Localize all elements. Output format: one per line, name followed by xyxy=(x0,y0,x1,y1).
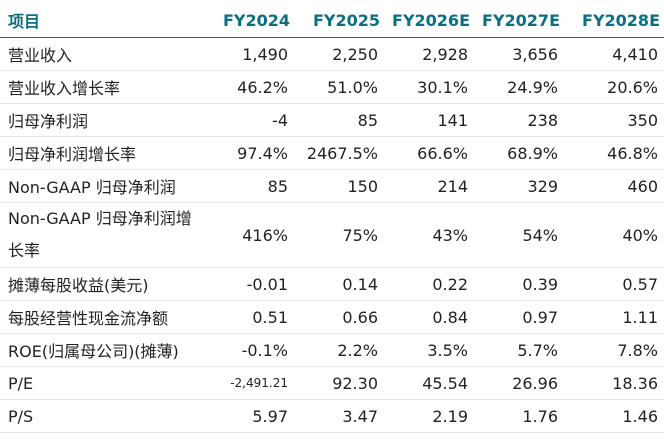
table-row: Non-GAAP 归母净利润 85 150 214 329 460 xyxy=(0,169,664,203)
cell-value: 2,928 xyxy=(422,44,468,64)
cell-value: -2,491.21 xyxy=(230,376,288,390)
row-label: P/E xyxy=(8,373,34,393)
cell-value: -0.01 xyxy=(246,274,288,294)
cell-value: 2,250 xyxy=(332,44,378,64)
cell-value: 0.51 xyxy=(252,307,288,327)
cell-value: 46.2% xyxy=(237,77,288,97)
cell-value: 3,656 xyxy=(512,44,558,64)
cell-value: 92.30 xyxy=(332,373,378,393)
cell-value: 329 xyxy=(527,176,558,196)
cell-value: 40% xyxy=(622,225,658,245)
cell-value: 1.46 xyxy=(622,406,658,426)
header-row: 项目 FY2024 FY2025 FY2026E FY2027E FY2028E xyxy=(0,3,664,38)
cell-value: 5.97 xyxy=(252,406,288,426)
cell-value: 97.4% xyxy=(237,143,288,163)
cell-value: 45.54 xyxy=(422,373,468,393)
header-fy2027e: FY2027E xyxy=(474,3,564,38)
header-fy2024: FY2024 xyxy=(204,3,294,38)
cell-value: 0.57 xyxy=(622,274,658,294)
header-fy2028e: FY2028E xyxy=(564,3,664,38)
cell-value: 85 xyxy=(267,176,288,196)
table-row: ROE(归属母公司)(摊薄) -0.1% 2.2% 3.5% 5.7% 7.8% xyxy=(0,333,664,367)
cell-value: 460 xyxy=(627,176,658,196)
cell-value: 0.97 xyxy=(522,307,558,327)
cell-value: 1.11 xyxy=(622,307,658,327)
table-row: 归母净利润增长率 97.4% 2467.5% 66.6% 68.9% 46.8% xyxy=(0,136,664,170)
header-fy2025: FY2025 xyxy=(294,3,384,38)
row-label: 摊薄每股收益(美元) xyxy=(8,276,149,295)
cell-value: 24.9% xyxy=(507,77,558,97)
cell-value: 54% xyxy=(522,225,558,245)
cell-value: 30.1% xyxy=(417,77,468,97)
cell-value: 20.6% xyxy=(607,77,658,97)
cell-value: 0.66 xyxy=(342,307,378,327)
table-row: Non-GAAP 归母净利润增长率 416% 75% 43% 54% 40% xyxy=(0,202,664,268)
header-item: 项目 xyxy=(0,3,204,38)
cell-value: 4,410 xyxy=(612,44,658,64)
cell-value: 2467.5% xyxy=(306,143,378,163)
table-row: P/E -2,491.21 92.30 45.54 26.96 18.36 xyxy=(0,366,664,400)
cell-value: 238 xyxy=(527,110,558,130)
cell-value: 150 xyxy=(347,176,378,196)
cell-value: 0.14 xyxy=(342,274,378,294)
row-label: 归母净利润增长率 xyxy=(8,145,137,164)
cell-value: 214 xyxy=(437,176,468,196)
row-label: 营业收入 xyxy=(8,46,73,65)
cell-value: 3.47 xyxy=(342,406,378,426)
cell-value: 0.39 xyxy=(522,274,558,294)
cell-value: 416% xyxy=(242,225,288,245)
cell-value: 43% xyxy=(432,225,468,245)
cell-value: 3.5% xyxy=(427,340,468,360)
row-label: P/S xyxy=(8,406,34,426)
cell-value: 1,490 xyxy=(242,44,288,64)
financial-forecast-table: 项目 FY2024 FY2025 FY2026E FY2027E FY2028E… xyxy=(0,3,664,433)
cell-value: -4 xyxy=(272,110,288,130)
cell-value: 75% xyxy=(342,225,378,245)
cell-value: 51.0% xyxy=(327,77,378,97)
cell-value: 66.6% xyxy=(417,143,468,163)
table-row: 归母净利润 -4 85 141 238 350 xyxy=(0,103,664,137)
table-row: P/S 5.97 3.47 2.19 1.76 1.46 xyxy=(0,399,664,433)
cell-value: 0.22 xyxy=(432,274,468,294)
cell-value: 0.84 xyxy=(432,307,468,327)
row-label: Non-GAAP 归母净利润 xyxy=(8,178,176,197)
cell-value: 2.19 xyxy=(432,406,468,426)
cell-value: 2.2% xyxy=(337,340,378,360)
cell-value: 26.96 xyxy=(512,373,558,393)
cell-value: 1.76 xyxy=(522,406,558,426)
table-row: 每股经营性现金流净额 0.51 0.66 0.84 0.97 1.11 xyxy=(0,300,664,334)
table-row: 营业收入增长率 46.2% 51.0% 30.1% 24.9% 20.6% xyxy=(0,70,664,104)
cell-value: 141 xyxy=(437,110,468,130)
header-fy2026e: FY2026E xyxy=(384,3,474,38)
cell-value: 7.8% xyxy=(617,340,658,360)
table-row: 摊薄每股收益(美元) -0.01 0.14 0.22 0.39 0.57 xyxy=(0,267,664,301)
cell-value: 350 xyxy=(627,110,658,130)
cell-value: 5.7% xyxy=(517,340,558,360)
row-label: 营业收入增长率 xyxy=(8,79,121,98)
cell-value: 68.9% xyxy=(507,143,558,163)
table-row: 营业收入 1,490 2,250 2,928 3,656 4,410 xyxy=(0,37,664,71)
cell-value: 85 xyxy=(357,110,378,130)
cell-value: 46.8% xyxy=(607,143,658,163)
cell-value: -0.1% xyxy=(241,340,288,360)
row-label: 每股经营性现金流净额 xyxy=(8,309,169,328)
row-label: Non-GAAP 归母净利润增长率 xyxy=(8,209,192,260)
row-label: 归母净利润 xyxy=(8,112,89,131)
row-label: ROE(归属母公司)(摊薄) xyxy=(8,342,179,361)
cell-value: 18.36 xyxy=(612,373,658,393)
